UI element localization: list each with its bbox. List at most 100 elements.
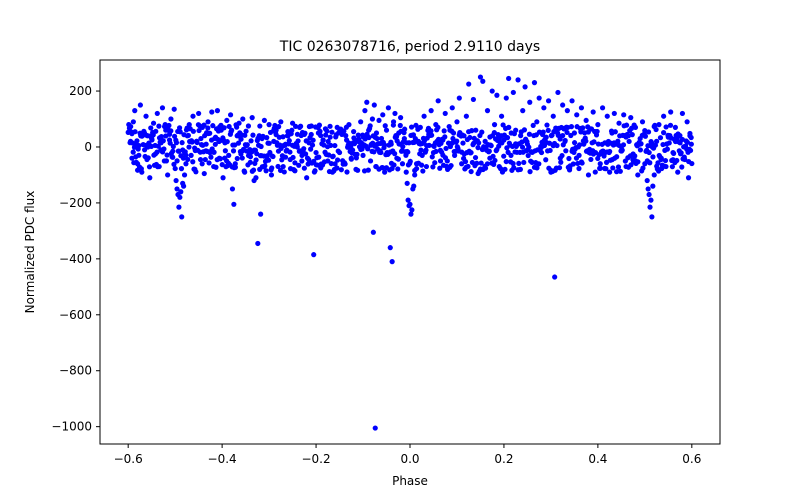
data-point [488, 143, 494, 149]
data-point [376, 117, 382, 124]
data-point [473, 127, 479, 133]
data-point [170, 148, 176, 154]
data-point [209, 109, 215, 115]
data-point [294, 144, 300, 150]
data-point [366, 134, 372, 141]
data-point [503, 158, 509, 165]
data-point [657, 135, 664, 141]
data-point [185, 156, 191, 163]
data-point [232, 161, 238, 167]
data-point [127, 138, 134, 144]
data-point [459, 161, 465, 167]
data-point [190, 113, 196, 119]
data-point [417, 124, 423, 130]
data-point [292, 168, 298, 174]
data-point [401, 135, 407, 142]
data-point [637, 135, 643, 142]
data-point [571, 130, 577, 136]
data-point [280, 134, 286, 140]
data-point [496, 163, 502, 170]
data-point [591, 139, 597, 145]
data-point [430, 164, 436, 170]
data-point [266, 140, 272, 146]
data-point [491, 161, 497, 167]
data-point [484, 161, 491, 167]
data-point [513, 127, 519, 133]
data-point [147, 175, 153, 181]
data-point [419, 162, 425, 168]
x-tick-label: −0.2 [301, 452, 330, 466]
data-point [149, 135, 155, 142]
data-point [506, 124, 512, 130]
data-point [172, 165, 178, 172]
data-point [156, 123, 162, 129]
data-point [649, 140, 655, 146]
data-point [348, 155, 354, 161]
data-point [194, 138, 200, 144]
data-point [199, 161, 205, 167]
data-point [494, 92, 500, 98]
data-point [249, 115, 255, 121]
data-point [156, 163, 162, 170]
data-point [201, 170, 207, 177]
data-point [166, 137, 173, 143]
data-point [543, 157, 549, 163]
data-point [358, 119, 364, 125]
data-point [530, 122, 536, 129]
data-point [531, 80, 538, 86]
data-point [343, 137, 350, 143]
data-points [125, 74, 695, 431]
data-point [208, 154, 214, 160]
data-point [413, 122, 419, 128]
data-point [369, 116, 376, 122]
data-point [580, 125, 586, 131]
data-point [282, 141, 289, 147]
data-point [316, 122, 322, 128]
data-point [308, 146, 314, 152]
data-point [613, 169, 620, 175]
data-point [564, 108, 570, 114]
data-point [158, 140, 164, 146]
data-point [359, 146, 365, 152]
data-point [501, 137, 507, 143]
data-point [378, 135, 385, 142]
data-point [527, 99, 533, 105]
data-point [477, 74, 484, 80]
data-point [576, 142, 583, 148]
data-point [408, 211, 414, 217]
data-point [304, 175, 310, 181]
data-point [685, 175, 692, 181]
data-point [615, 138, 621, 144]
data-point [130, 119, 136, 125]
data-point [325, 158, 331, 164]
data-point [635, 172, 641, 178]
data-point [498, 113, 505, 119]
data-point [663, 124, 669, 130]
data-point [170, 154, 176, 160]
data-point [196, 110, 202, 117]
data-point [183, 152, 189, 158]
data-point [145, 144, 151, 150]
data-point [570, 161, 576, 167]
data-point [329, 169, 336, 175]
data-point [510, 160, 516, 167]
data-point [173, 140, 180, 146]
data-point [550, 113, 556, 119]
data-point [661, 130, 667, 136]
data-point [678, 150, 684, 156]
data-point [442, 110, 448, 117]
data-point [285, 129, 291, 135]
data-point [392, 110, 398, 117]
data-point [648, 197, 654, 203]
data-point [313, 149, 319, 156]
data-point [248, 138, 254, 144]
data-point [588, 156, 594, 163]
data-point [206, 160, 212, 166]
data-point [650, 183, 656, 189]
data-point [646, 149, 652, 156]
data-point [173, 177, 179, 184]
data-point [447, 127, 453, 133]
data-point [229, 186, 236, 192]
data-point [437, 158, 444, 164]
